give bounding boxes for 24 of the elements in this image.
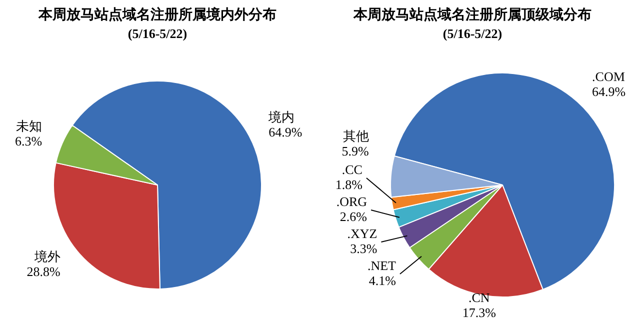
chart-title: 本周放马站点域名注册所属境内外分布 <box>37 6 278 24</box>
data-label: 2.6% <box>340 208 368 224</box>
slice-label: .ORG <box>336 194 368 209</box>
chart-subtitle: (5/16-5/22) <box>442 26 504 42</box>
slice-label: 未知 <box>16 118 42 134</box>
chart-title: 本周放马站点域名注册所属顶级域分布 <box>352 6 592 24</box>
data-label: 28.8% <box>26 264 60 280</box>
slice-label: .CC <box>342 162 362 177</box>
slice-label: .CN <box>468 290 490 305</box>
data-label: 17.3% <box>462 304 496 320</box>
slice-label: 其他 <box>342 128 369 144</box>
data-label: 6.3% <box>14 133 42 148</box>
data-label: 64.9% <box>268 124 302 140</box>
slice-label: 境外 <box>33 249 60 264</box>
data-label: 5.9% <box>342 143 370 158</box>
slice-label: 境内 <box>268 109 295 124</box>
data-label: 4.1% <box>368 272 396 288</box>
slice-label: .COM <box>592 69 626 84</box>
data-label: 3.3% <box>350 240 378 256</box>
slice-label: .XYZ <box>347 226 378 241</box>
slice-label: .NET <box>367 258 396 273</box>
chart-subtitle: (5/16-5/22) <box>126 26 188 42</box>
data-label: 64.9% <box>592 84 626 100</box>
data-label: 1.8% <box>335 176 363 192</box>
